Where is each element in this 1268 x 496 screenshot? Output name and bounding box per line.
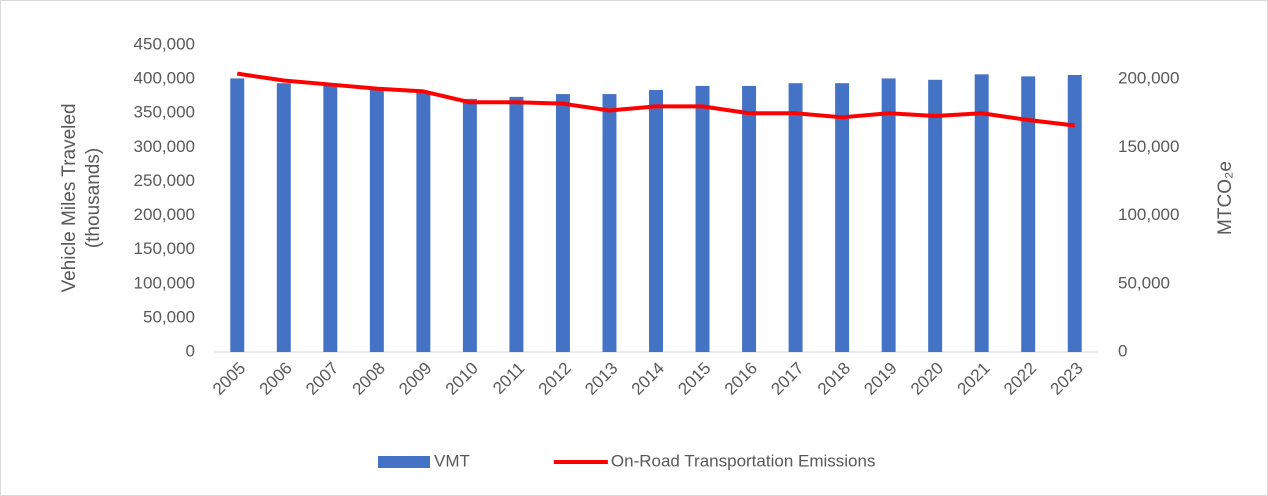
- y-tick-label: 300,000: [134, 137, 195, 156]
- bar: [230, 78, 245, 352]
- y-axis-title: Vehicle Miles Traveled: [59, 103, 80, 292]
- bar: [881, 78, 896, 352]
- bar: [602, 94, 617, 353]
- bar: [1021, 76, 1036, 352]
- bar: [416, 92, 431, 352]
- bar: [509, 96, 524, 352]
- y2-tick-label: 200,000: [1118, 69, 1179, 88]
- legend-label: On-Road Transportation Emissions: [611, 451, 876, 470]
- y-tick-label: 0: [186, 341, 195, 360]
- bar: [928, 79, 943, 352]
- y2-tick-label: 150,000: [1118, 137, 1179, 156]
- y2-axis-title: MTCO₂e: [1215, 161, 1236, 235]
- y-axis-title: (thousands): [83, 148, 104, 248]
- y-tick-label: 100,000: [134, 273, 195, 292]
- y-tick-label: 350,000: [134, 103, 195, 122]
- y-tick-label: 50,000: [143, 307, 195, 326]
- bar: [788, 83, 803, 353]
- y-tick-label: 400,000: [134, 69, 195, 88]
- bar: [462, 98, 477, 352]
- bar: [276, 83, 291, 353]
- line: [236, 71, 1075, 128]
- bar: [555, 94, 570, 353]
- legend-swatch: [378, 456, 430, 468]
- y2-tick-label: 0: [1118, 341, 1127, 360]
- bar: [974, 74, 989, 352]
- bar: [695, 85, 710, 352]
- y-tick-label: 150,000: [134, 239, 195, 258]
- bar: [323, 85, 338, 352]
- y2-tick-label: 100,000: [1118, 205, 1179, 224]
- bar: [742, 85, 757, 352]
- bar: [649, 90, 663, 352]
- y-tick-label: 200,000: [134, 205, 195, 224]
- legend-label: VMT: [434, 451, 470, 470]
- bar: [835, 83, 850, 353]
- y-tick-label: 450,000: [134, 34, 195, 53]
- y2-tick-label: 50,000: [1118, 273, 1170, 292]
- y-tick-label: 250,000: [134, 171, 195, 190]
- bar: [369, 89, 384, 352]
- bar: [1067, 75, 1082, 353]
